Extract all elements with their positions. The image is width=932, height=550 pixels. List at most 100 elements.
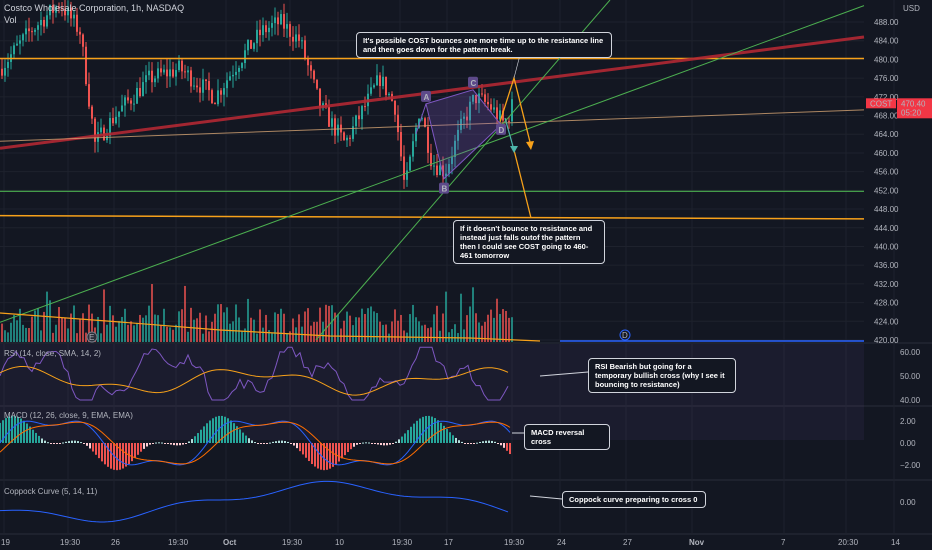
price-tick-label: 428.00 [874, 299, 899, 308]
candle-body [190, 70, 192, 87]
volume-bar [34, 310, 36, 342]
volume-bar [169, 327, 171, 342]
macd-histogram-bar [263, 443, 265, 444]
macd-histogram-bar [206, 423, 208, 443]
price-tick-label: 484.00 [874, 37, 899, 46]
currency-label: USD [903, 4, 920, 13]
dividend-marker [619, 329, 631, 341]
volume-bar [253, 319, 255, 342]
time-tick-label: 19:30 [282, 538, 303, 547]
candle-body [109, 118, 111, 137]
volume-bar [217, 304, 219, 342]
volume-bar [277, 313, 279, 342]
volume-bar [370, 306, 372, 342]
time-tick-label: 26 [111, 538, 120, 547]
time-tick-label: 24 [557, 538, 566, 547]
candle-body [403, 156, 405, 180]
candle-body [106, 136, 108, 141]
volume-bar [64, 317, 66, 342]
pattern-point-badge [496, 123, 506, 135]
volume-bar [475, 313, 477, 342]
volume-bar [307, 308, 309, 342]
macd-histogram-bar [5, 418, 7, 443]
candle-body [67, 7, 69, 16]
volume-bar [280, 308, 282, 342]
macd-histogram-bar [296, 443, 298, 449]
volume-bar [442, 313, 444, 342]
macd-histogram-bar [413, 423, 415, 443]
macd-tick-label: 0.00 [900, 439, 916, 448]
candle-body [22, 34, 24, 41]
macd-histogram-bar [8, 416, 10, 443]
volume-bar [145, 315, 147, 342]
annotation-rsi-note[interactable]: RSI Bearish but going for a temporary bu… [588, 358, 736, 393]
candle-body [154, 78, 156, 83]
symbol-title[interactable]: Costco Wholesale Corporation, 1h, NASDAQ [4, 3, 185, 13]
candle-body [466, 116, 468, 121]
annotation-bounce-note[interactable]: It's possible COST bounces one more time… [356, 32, 612, 58]
candle-body [118, 111, 120, 117]
annotation-fall-note[interactable]: If it doesn't bounce to resistance and i… [453, 220, 605, 264]
volume-bar [439, 330, 441, 342]
macd-histogram-bar [71, 440, 73, 443]
candle-body [253, 43, 255, 49]
rsi-line [0, 346, 509, 401]
annotation-coppock-note[interactable]: Coppock curve preparing to cross 0 [562, 491, 706, 508]
rsi-title[interactable]: RSI (14, close, SMA, 14, 2) [4, 349, 101, 358]
macd-histogram-bar [248, 438, 250, 443]
candle-body [448, 164, 450, 174]
macd-histogram-bar [368, 442, 370, 444]
earnings-marker-label: E [89, 333, 94, 342]
macd-title[interactable]: MACD (12, 26, close, 9, EMA, EMA) [4, 411, 133, 420]
macd-histogram-bar [272, 441, 274, 443]
candle-body [124, 97, 126, 106]
candle-body [76, 14, 78, 32]
macd-histogram-bar [194, 436, 196, 443]
macd-histogram-bar [242, 432, 244, 443]
macd-histogram-bar [110, 443, 112, 469]
volume-bar [19, 308, 21, 342]
macd-histogram-bar [311, 443, 313, 465]
macd-histogram-bar [485, 440, 487, 443]
macd-histogram-bar [509, 443, 511, 455]
macd-histogram-bar [128, 443, 130, 465]
macd-histogram-bar [494, 441, 496, 443]
macd-histogram-bar [500, 443, 502, 446]
macd-histogram-bar [17, 416, 19, 443]
price-tick-label: 420.00 [874, 336, 899, 345]
volume-bar [172, 329, 174, 342]
macd-histogram-bar [401, 436, 403, 443]
candle-body [130, 100, 132, 104]
annotation-macd-note[interactable]: MACD reversal cross [524, 424, 610, 450]
volume-bar [469, 306, 471, 342]
volume-bar [430, 327, 432, 342]
coppock-title[interactable]: Coppock Curve (5, 14, 11) [4, 487, 98, 496]
volume-bar [193, 319, 195, 342]
volume-bar [136, 322, 138, 342]
candle-body [34, 29, 36, 32]
volume-bar [67, 328, 69, 342]
candle-body [121, 105, 123, 112]
bounce-arrow-head [526, 141, 534, 150]
candle-body [4, 67, 6, 76]
macd-histogram-bar [407, 430, 409, 443]
volume-bar [166, 326, 168, 342]
candle-body [28, 28, 30, 32]
volume-bar [367, 308, 369, 342]
volume-bar [4, 330, 6, 342]
candle-body [64, 9, 66, 16]
candle-body [397, 114, 399, 133]
macd-histogram-bar [416, 420, 418, 443]
candle-body [361, 106, 363, 120]
macd-histogram-bar [353, 443, 355, 447]
macd-histogram-bar [419, 418, 421, 443]
volume-bar [79, 318, 81, 342]
candle-body [46, 15, 48, 27]
volume-bar [373, 311, 375, 342]
time-tick-label: 19:30 [60, 538, 81, 547]
volume-bar [115, 326, 117, 342]
volume-bar [211, 321, 213, 342]
volume-bar [154, 314, 156, 342]
candle-body [223, 88, 225, 95]
